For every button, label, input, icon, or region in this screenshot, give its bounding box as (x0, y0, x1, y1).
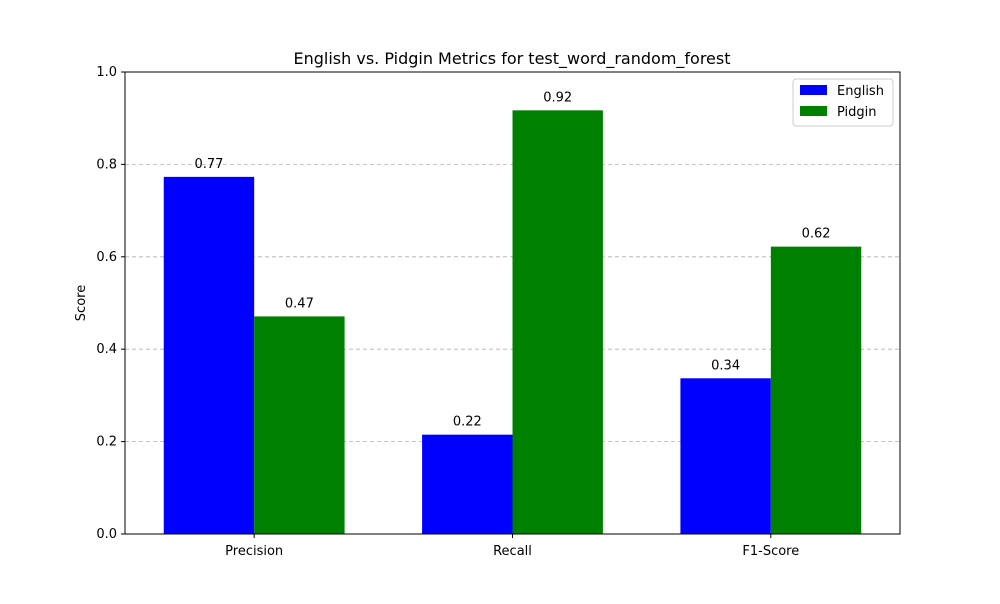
y-tick-label: 0.2 (96, 435, 117, 450)
legend-swatch (800, 85, 827, 95)
bar-value-label: 0.62 (802, 227, 831, 242)
x-tick-label: Recall (493, 544, 532, 559)
bar-value-label: 0.92 (543, 90, 572, 105)
legend-swatch (800, 106, 827, 116)
bar-english-recall (422, 434, 513, 534)
x-tick-label: Precision (225, 544, 283, 559)
bar-pidgin-recall (512, 110, 603, 534)
y-tick-label: 0.0 (96, 527, 117, 542)
legend-label: Pidgin (837, 105, 877, 120)
y-axis-label: Score (74, 285, 89, 321)
bar-value-label: 0.47 (285, 296, 314, 311)
bar-value-label: 0.34 (711, 358, 740, 373)
bars (163, 110, 862, 535)
y-tick-label: 0.4 (96, 342, 117, 357)
y-axis: 0.0 0.2 0.4 0.6 0.8 1.0 (96, 65, 125, 542)
bar-value-label: 0.77 (194, 157, 223, 172)
legend-label: English (837, 84, 884, 99)
x-tick-label: F1-Score (742, 544, 799, 559)
legend: English Pidgin (792, 78, 894, 127)
chart-title: English vs. Pidgin Metrics for test_word… (293, 49, 730, 69)
bar-english-f1-score (680, 378, 771, 534)
bar-english-precision (163, 176, 255, 534)
y-tick-label: 0.8 (96, 157, 117, 172)
bar-value-label: 0.22 (453, 415, 482, 430)
y-tick-label: 0.6 (96, 250, 117, 265)
x-axis: Precision Recall F1-Score (225, 534, 799, 559)
data-labels: 0.77 0.47 0.22 0.92 0.34 0.62 (194, 90, 830, 429)
bar-pidgin-f1-score (770, 246, 862, 535)
y-tick-label: 1.0 (96, 65, 117, 80)
bar-pidgin-precision (254, 316, 345, 534)
